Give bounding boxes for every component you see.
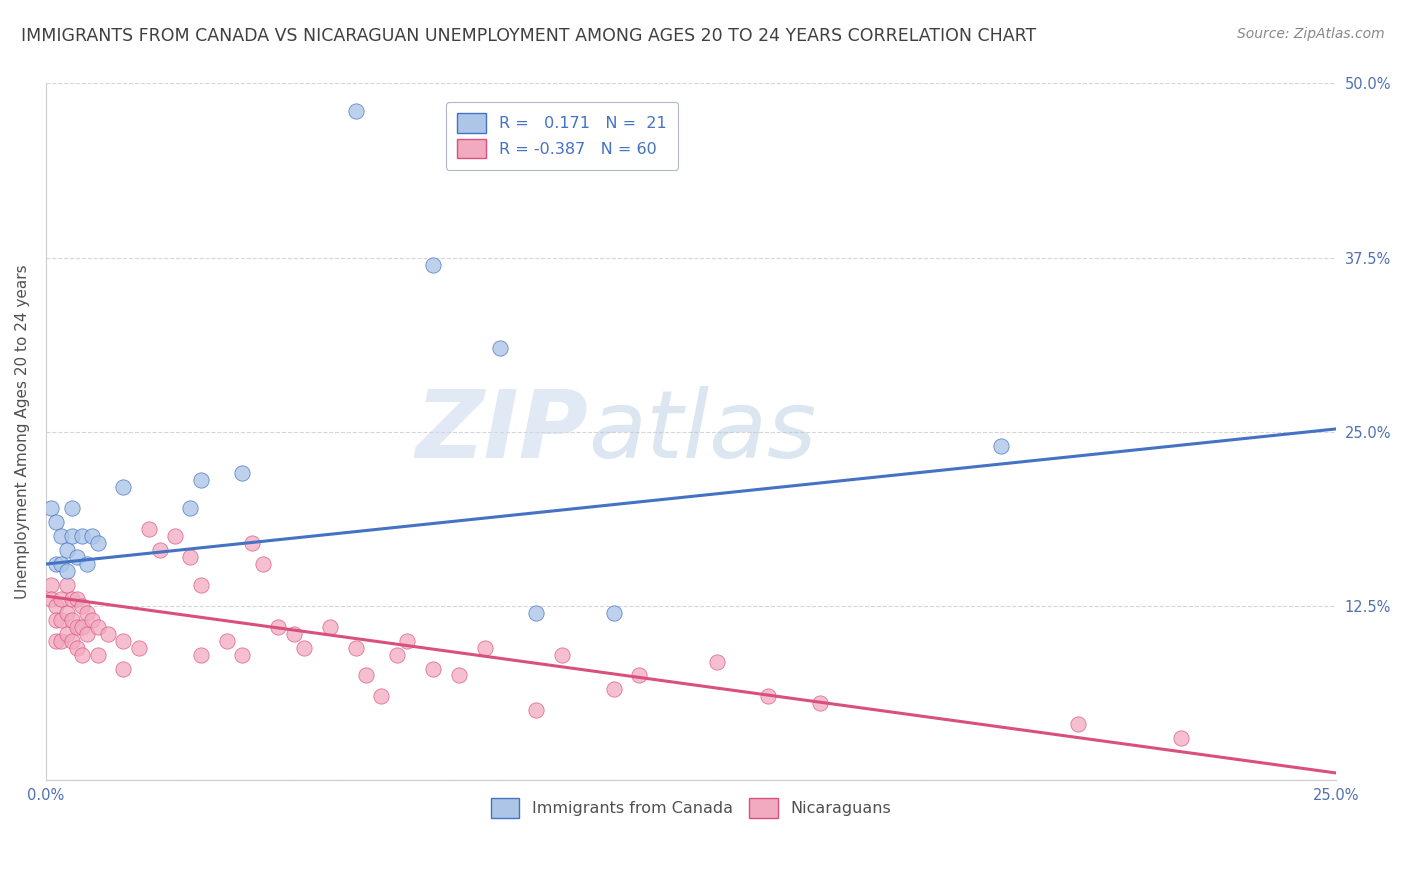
Point bbox=[60, 529, 83, 543]
Point bbox=[148, 543, 170, 558]
Point bbox=[128, 640, 150, 655]
Point bbox=[1067, 717, 1090, 731]
Point bbox=[55, 578, 77, 592]
Point bbox=[70, 620, 93, 634]
Point bbox=[55, 606, 77, 620]
Point bbox=[179, 550, 201, 565]
Point bbox=[45, 557, 67, 571]
Point bbox=[60, 591, 83, 606]
Point bbox=[51, 557, 73, 571]
Point bbox=[283, 626, 305, 640]
Point bbox=[70, 529, 93, 543]
Point bbox=[628, 668, 651, 682]
Point bbox=[474, 640, 496, 655]
Point bbox=[76, 606, 98, 620]
Point bbox=[70, 599, 93, 613]
Point bbox=[51, 613, 73, 627]
Point bbox=[344, 640, 367, 655]
Point bbox=[190, 648, 212, 662]
Point bbox=[86, 648, 108, 662]
Point bbox=[66, 550, 89, 565]
Point bbox=[39, 591, 62, 606]
Point bbox=[354, 668, 377, 682]
Point bbox=[990, 439, 1012, 453]
Point bbox=[112, 480, 135, 494]
Point bbox=[55, 564, 77, 578]
Point bbox=[1170, 731, 1192, 746]
Point bbox=[97, 626, 120, 640]
Point bbox=[112, 661, 135, 675]
Point bbox=[112, 633, 135, 648]
Text: ZIP: ZIP bbox=[415, 385, 588, 478]
Point bbox=[76, 626, 98, 640]
Point bbox=[70, 648, 93, 662]
Point bbox=[524, 606, 547, 620]
Point bbox=[138, 522, 160, 536]
Point bbox=[252, 557, 274, 571]
Point bbox=[319, 620, 342, 634]
Point bbox=[422, 661, 444, 675]
Point bbox=[551, 648, 574, 662]
Point bbox=[39, 578, 62, 592]
Point bbox=[422, 258, 444, 272]
Legend: Immigrants from Canada, Nicaraguans: Immigrants from Canada, Nicaraguans bbox=[484, 792, 898, 824]
Point bbox=[76, 557, 98, 571]
Point bbox=[86, 620, 108, 634]
Point bbox=[231, 467, 253, 481]
Point bbox=[51, 591, 73, 606]
Point bbox=[808, 696, 831, 710]
Point bbox=[66, 620, 89, 634]
Point bbox=[267, 620, 290, 634]
Point bbox=[82, 529, 104, 543]
Point bbox=[60, 501, 83, 516]
Point bbox=[66, 591, 89, 606]
Point bbox=[447, 668, 470, 682]
Point bbox=[231, 648, 253, 662]
Point bbox=[86, 536, 108, 550]
Point bbox=[163, 529, 186, 543]
Point bbox=[51, 633, 73, 648]
Point bbox=[385, 648, 408, 662]
Point bbox=[242, 536, 264, 550]
Point bbox=[489, 341, 512, 355]
Point bbox=[370, 690, 392, 704]
Point bbox=[39, 501, 62, 516]
Point bbox=[55, 543, 77, 558]
Point bbox=[179, 501, 201, 516]
Point bbox=[66, 640, 89, 655]
Point bbox=[60, 613, 83, 627]
Point bbox=[60, 633, 83, 648]
Point bbox=[45, 599, 67, 613]
Point bbox=[602, 682, 624, 697]
Point bbox=[396, 633, 419, 648]
Point bbox=[706, 655, 728, 669]
Point bbox=[292, 640, 315, 655]
Text: atlas: atlas bbox=[588, 386, 815, 477]
Point bbox=[55, 626, 77, 640]
Point bbox=[45, 633, 67, 648]
Text: Source: ZipAtlas.com: Source: ZipAtlas.com bbox=[1237, 27, 1385, 41]
Point bbox=[51, 529, 73, 543]
Point bbox=[524, 703, 547, 717]
Point bbox=[758, 690, 780, 704]
Point bbox=[344, 104, 367, 119]
Y-axis label: Unemployment Among Ages 20 to 24 years: Unemployment Among Ages 20 to 24 years bbox=[15, 264, 30, 599]
Point bbox=[82, 613, 104, 627]
Point bbox=[45, 515, 67, 529]
Point bbox=[45, 613, 67, 627]
Text: IMMIGRANTS FROM CANADA VS NICARAGUAN UNEMPLOYMENT AMONG AGES 20 TO 24 YEARS CORR: IMMIGRANTS FROM CANADA VS NICARAGUAN UNE… bbox=[21, 27, 1036, 45]
Point bbox=[215, 633, 238, 648]
Point bbox=[602, 606, 624, 620]
Point bbox=[190, 578, 212, 592]
Point bbox=[190, 474, 212, 488]
